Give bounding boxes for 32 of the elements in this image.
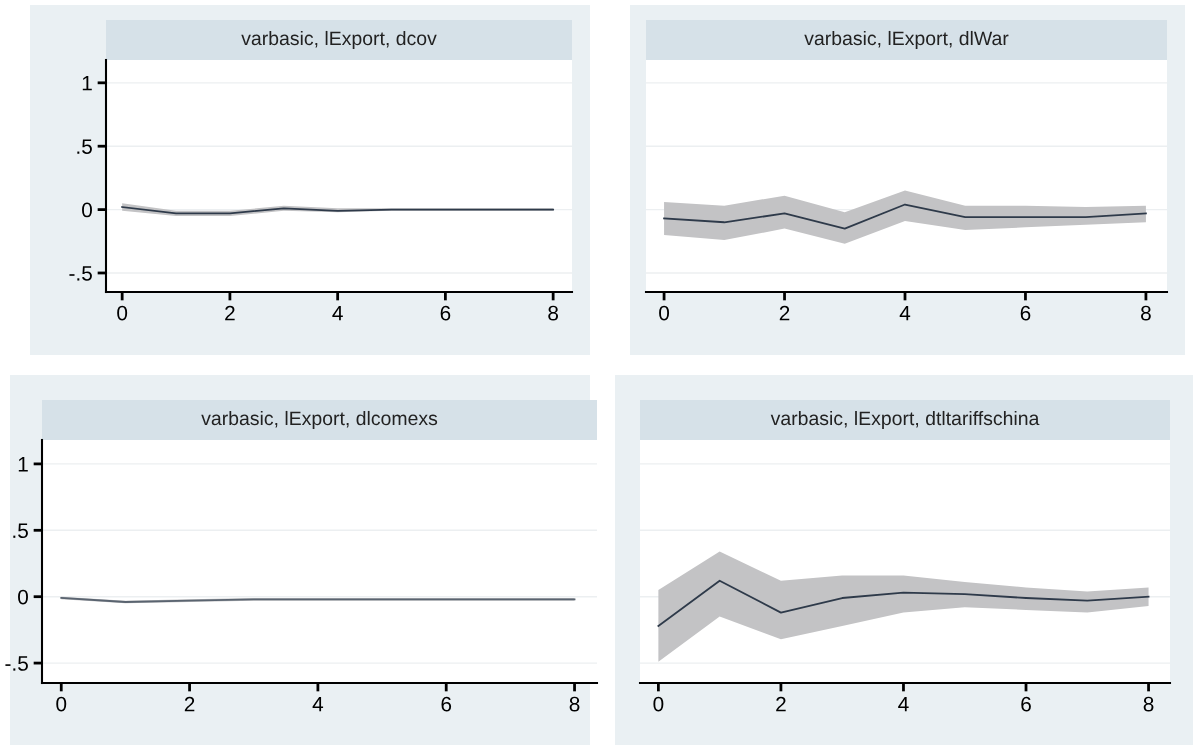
x-tick-label: 0 [56,696,67,712]
y-tick-label: 0 [18,589,28,605]
x-tick-label: 6 [441,696,452,712]
x-tick-label: 2 [776,696,786,712]
x-tick-label: 0 [117,305,128,321]
x-tick-label: 8 [1143,696,1154,712]
y-tick-label: .5 [13,523,28,539]
x-tick-label: 2 [184,696,195,712]
y-tick-label: 0 [82,202,92,218]
chart-title: varbasic, lExport, dcov [241,30,437,50]
y-tick-label: 1 [18,457,28,472]
x-tick-label: 4 [332,305,343,321]
x-tick-label: 0 [659,305,670,321]
y-tick-label: 1 [82,76,92,91]
y-tick-label: -.5 [5,656,28,671]
x-tick-label: 2 [225,305,235,321]
x-tick-label: 2 [779,305,790,321]
chart-title: varbasic, lExport, dlcomexs [201,410,438,430]
x-tick-label: 8 [548,305,559,321]
x-tick-label: 4 [312,696,324,712]
x-tick-label: 6 [440,305,451,321]
x-tick-label: 6 [1021,696,1031,712]
x-tick-label: 6 [1020,305,1031,321]
chart-title: varbasic, lExport, dlWar [804,30,1009,50]
chart-title: varbasic, lExport, dtltariffschina [770,410,1040,430]
y-tick-label: .5 [77,139,92,154]
x-tick-label: 8 [569,696,580,712]
x-tick-label: 4 [898,696,909,712]
y-tick-label: -.5 [69,266,92,281]
x-tick-label: 4 [899,305,911,321]
x-tick-label: 8 [1141,305,1151,321]
x-tick-label: 0 [653,696,664,712]
